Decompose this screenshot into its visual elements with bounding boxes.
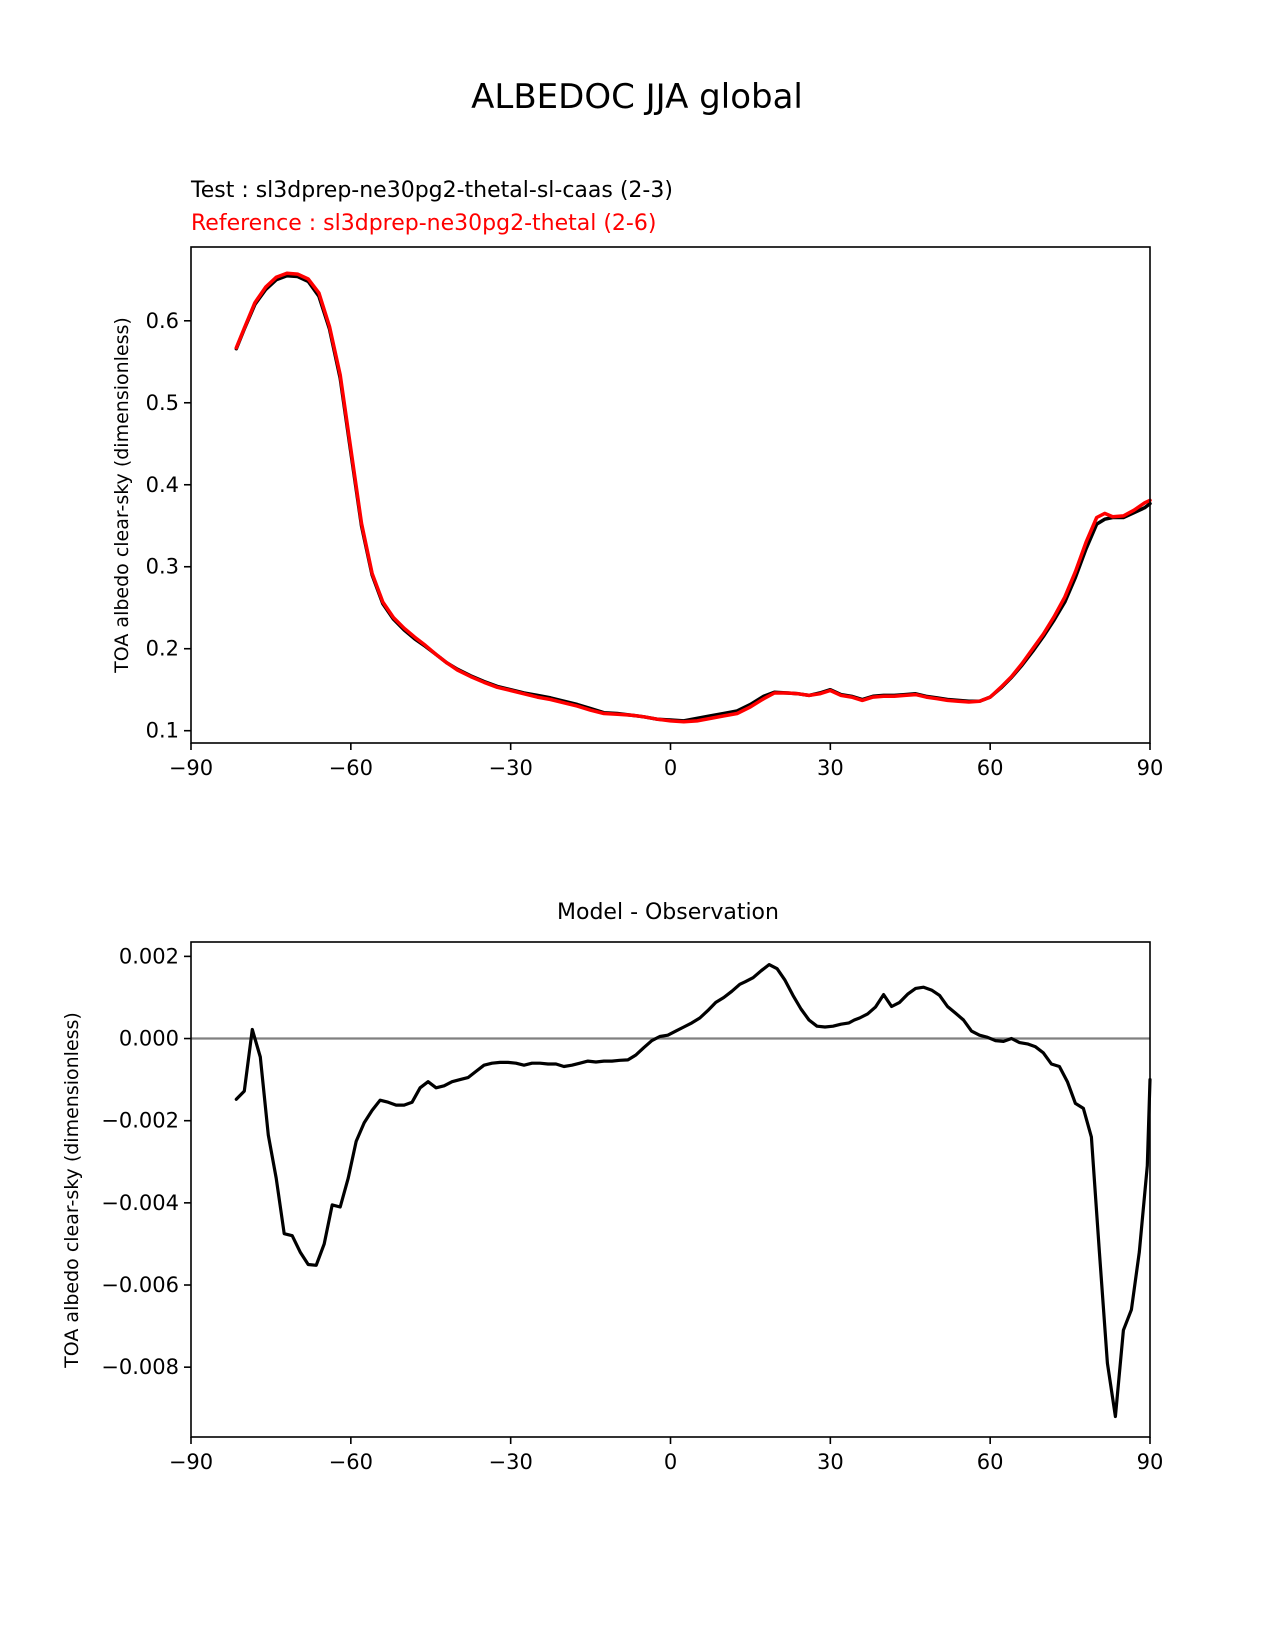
top-x-tick-label: −30: [489, 756, 533, 780]
top-y-tick-label: 0.6: [146, 309, 179, 333]
bottom-plot-area: −90 −60 −30 0 30 60 90 0.002 0.000 −0.002 −0.004 −0…: [101, 941, 1164, 1474]
top-y-tick-label: 0.5: [146, 391, 179, 415]
top-series-reference-line: [234, 271, 1152, 724]
top-y-tick-label: 0.4: [146, 473, 179, 497]
reference-label: Reference : sl3dprep-ne30pg2-thetal (2-6…: [191, 211, 656, 236]
top-panel: Test : sl3dprep-ne30pg2-thetal-sl-caas (…: [111, 178, 1163, 780]
bottom-y-tick-label: −0.008: [101, 1355, 179, 1379]
top-x-tick-label: −90: [169, 756, 213, 780]
bottom-series-model-observation-line: [234, 962, 1152, 1419]
test-label: Test : sl3dprep-ne30pg2-thetal-sl-caas (…: [190, 178, 673, 203]
top-y-tick-label: 0.2: [146, 637, 179, 661]
top-y-tick-label: 0.3: [146, 555, 179, 579]
bottom-x-tick-label: 0: [664, 1450, 677, 1474]
bottom-x-tick-label: 60: [977, 1450, 1004, 1474]
bottom-x-tick-label: −90: [169, 1450, 213, 1474]
bottom-x-tick-label: −60: [329, 1450, 373, 1474]
bottom-y-tick-label: −0.006: [101, 1273, 179, 1297]
top-x-tick-label: −60: [329, 756, 373, 780]
top-x-tick-label: 90: [1137, 756, 1164, 780]
top-y-axis-label: TOA albedo clear-sky (dimensionless): [111, 317, 133, 674]
bottom-y-tick-label: −0.002: [101, 1109, 179, 1133]
bottom-y-tick-label: 0.002: [119, 944, 179, 968]
bottom-y-axis-label: TOA albedo clear-sky (dimensionless): [61, 1012, 83, 1369]
bottom-x-tick-label: 30: [817, 1450, 844, 1474]
top-x-tick-label: 60: [977, 756, 1004, 780]
top-x-tick-label: 30: [817, 756, 844, 780]
bottom-y-tick-label: −0.004: [101, 1191, 179, 1215]
bottom-panel: Model - Observation TOA albedo clear-sky…: [61, 900, 1163, 1474]
bottom-title: Model - Observation: [557, 900, 779, 925]
top-x-tick-label: 0: [664, 756, 677, 780]
bottom-x-tick-label: −30: [489, 1450, 533, 1474]
bottom-y-tick-label: 0.000: [119, 1027, 179, 1051]
top-y-tick-label: 0.1: [146, 719, 179, 743]
figure-title: ALBEDOC JJA global: [471, 77, 803, 117]
bottom-x-tick-label: 90: [1137, 1450, 1164, 1474]
top-plot-area: −90 −60 −30 0 30 60 90 0.1 0.2 0.3 0.4 0.5 0.6: [146, 246, 1164, 780]
